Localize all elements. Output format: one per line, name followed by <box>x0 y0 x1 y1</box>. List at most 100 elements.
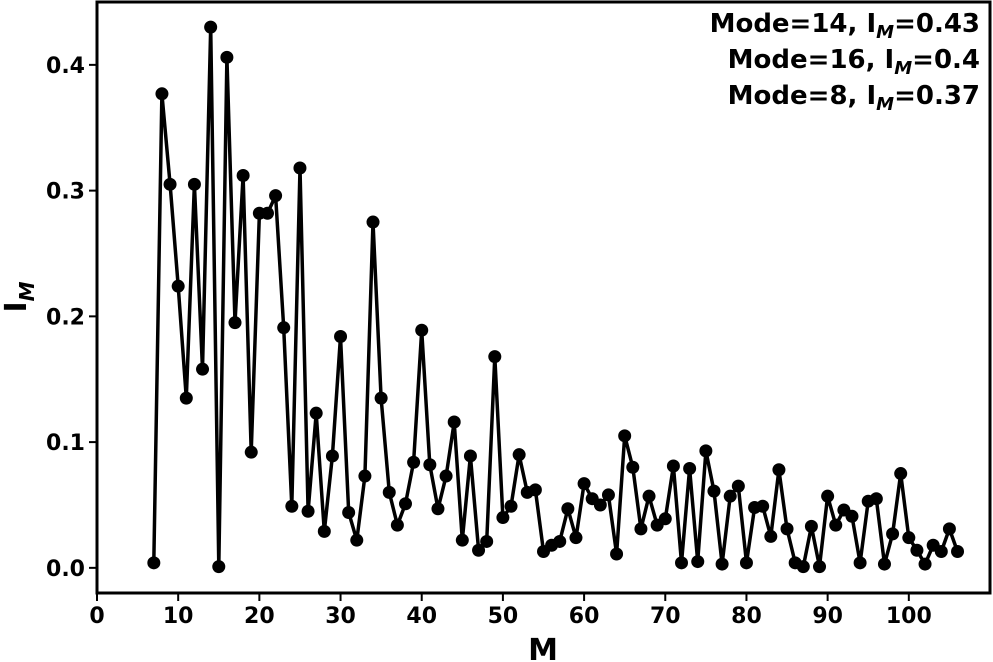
data-point <box>577 477 591 491</box>
data-point <box>593 498 607 512</box>
data-point <box>618 429 632 443</box>
legend-entry: Mode=8, IM=0.37 <box>728 81 980 115</box>
data-point <box>845 509 859 523</box>
x-axis-label: M <box>528 633 558 662</box>
data-point <box>366 215 380 229</box>
data-point <box>260 206 274 220</box>
data-point <box>423 458 437 472</box>
data-point <box>796 560 810 574</box>
data-point <box>382 485 396 499</box>
data-point <box>407 455 421 469</box>
legend-entry-suffix: =0.43 <box>894 9 980 39</box>
x-tick-label: 10 <box>163 604 194 629</box>
data-point <box>220 50 234 64</box>
data-point <box>877 557 891 571</box>
data-point <box>683 462 697 476</box>
data-point <box>723 489 737 503</box>
data-point <box>601 488 615 502</box>
data-point <box>780 522 794 536</box>
data-point <box>212 560 226 574</box>
data-point <box>455 533 469 547</box>
data-point <box>951 545 965 559</box>
data-point <box>731 479 745 493</box>
data-point <box>675 556 689 570</box>
x-tick-label: 50 <box>488 604 519 629</box>
data-point <box>334 329 348 343</box>
data-point <box>187 177 201 191</box>
data-point <box>910 543 924 557</box>
data-point <box>236 169 250 183</box>
data-point <box>934 545 948 559</box>
data-point <box>918 557 932 571</box>
data-point <box>496 511 510 525</box>
y-tick-label: 0.2 <box>46 305 85 330</box>
data-point <box>561 502 575 516</box>
data-point <box>447 415 461 429</box>
data-point <box>179 391 193 405</box>
legend-entry-suffix: =0.37 <box>894 81 980 111</box>
data-point <box>610 547 624 561</box>
data-point <box>309 406 323 420</box>
data-point <box>228 316 242 330</box>
legend-entry-prefix: Mode=14, I <box>710 9 877 39</box>
data-point <box>626 460 640 474</box>
data-point <box>204 20 218 34</box>
y-axis-ticks: 0.0 0.1 0.2 0.3 0.4 <box>46 54 97 582</box>
data-point <box>512 448 526 462</box>
x-tick-label: 100 <box>886 604 932 629</box>
data-point <box>813 560 827 574</box>
legend-entry-prefix: Mode=16, I <box>728 45 895 75</box>
plot-frame <box>95 0 992 595</box>
data-point <box>155 87 169 101</box>
data-point <box>350 533 364 547</box>
x-tick-label: 80 <box>731 604 762 629</box>
series-group <box>147 20 965 574</box>
data-point <box>942 522 956 536</box>
data-point <box>147 556 161 570</box>
data-point <box>764 529 778 543</box>
data-point <box>658 512 672 526</box>
y-axis-label-sub: M <box>15 281 39 301</box>
data-point <box>358 469 372 483</box>
data-point <box>739 556 753 570</box>
data-point <box>699 444 713 458</box>
data-point <box>301 504 315 518</box>
x-tick-label: 90 <box>812 604 843 629</box>
legend-entry: Mode=16, IM=0.4 <box>728 45 980 79</box>
data-point <box>244 445 258 459</box>
x-tick-label: 20 <box>244 604 275 629</box>
x-tick-label: 30 <box>325 604 356 629</box>
data-point <box>196 362 210 376</box>
data-point <box>317 524 331 538</box>
data-point <box>342 506 356 520</box>
legend-entry-sub: M <box>876 94 894 115</box>
data-point <box>431 502 445 516</box>
data-point <box>488 350 502 364</box>
data-point <box>666 459 680 473</box>
data-point <box>804 519 818 533</box>
x-tick-label: 60 <box>569 604 600 629</box>
data-point <box>528 483 542 497</box>
legend-entry-sub: M <box>876 22 894 43</box>
data-point <box>463 449 477 463</box>
data-point <box>390 518 404 532</box>
data-point <box>715 557 729 571</box>
x-tick-label: 70 <box>650 604 681 629</box>
data-point <box>691 555 705 569</box>
y-axis-label: IM <box>0 281 39 312</box>
data-point <box>634 522 648 536</box>
data-point <box>277 321 291 335</box>
y-tick-label: 0.1 <box>46 431 85 456</box>
y-axis-label-main: I <box>0 301 34 312</box>
data-point <box>472 543 486 557</box>
data-point <box>772 463 786 477</box>
data-point <box>480 534 494 548</box>
data-point <box>707 484 721 498</box>
data-point <box>171 279 185 293</box>
data-point <box>163 177 177 191</box>
legend-entry-prefix: Mode=8, I <box>728 81 876 111</box>
x-tick-label: 40 <box>406 604 437 629</box>
